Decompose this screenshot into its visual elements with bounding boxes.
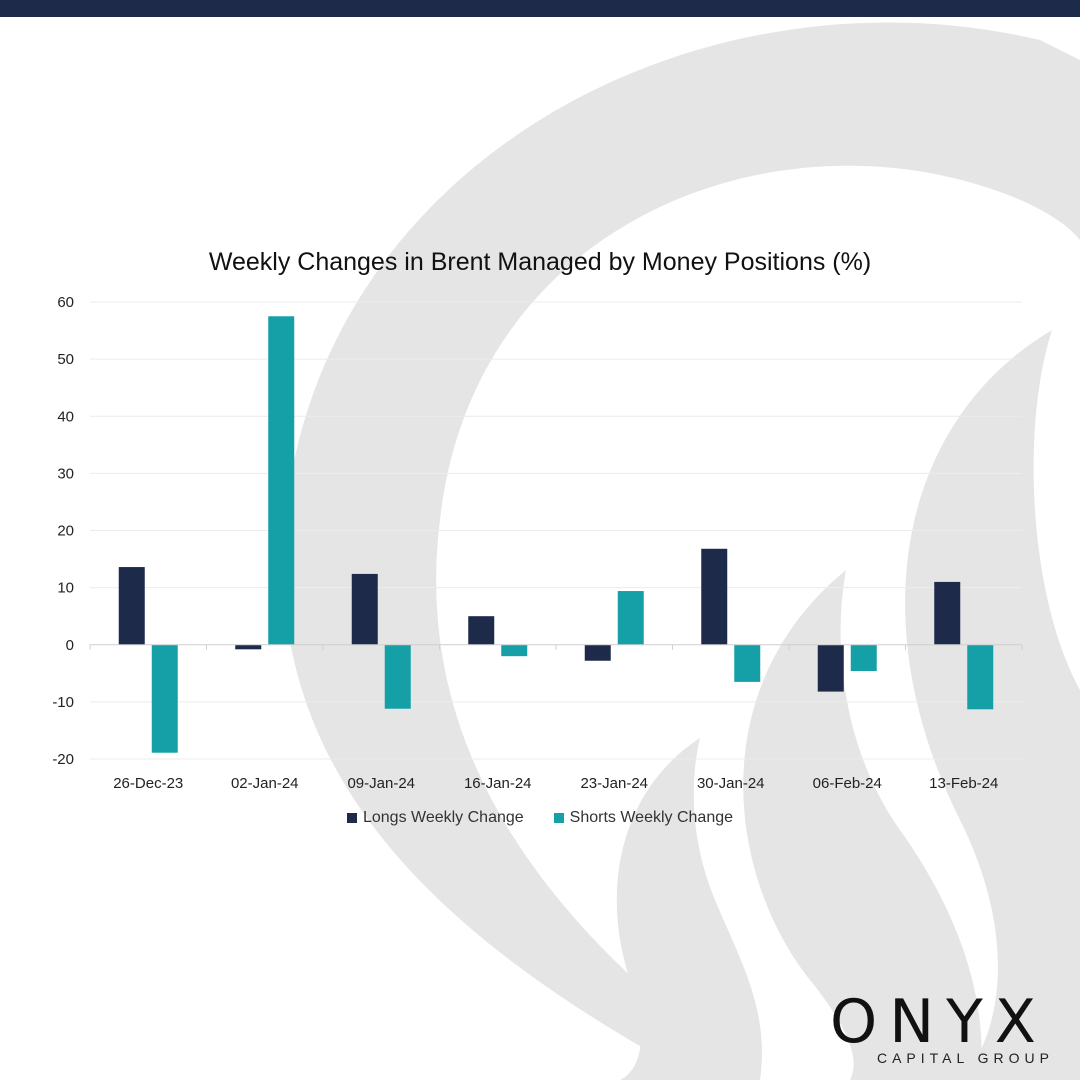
- background-arc-shape: [283, 22, 1080, 1080]
- logo-subtitle: CAPITAL GROUP: [876, 1050, 1054, 1066]
- bar-shorts-02-Jan-24: [268, 316, 295, 645]
- bar-shorts-16-Jan-24: [501, 644, 528, 657]
- y-tick-label: 20: [57, 523, 74, 540]
- x-tick-label: 09-Jan-24: [347, 775, 415, 792]
- background-flame-left: [616, 738, 762, 1080]
- bar-shorts-13-Feb-24: [967, 644, 994, 710]
- x-tick-label: 13-Feb-24: [929, 775, 998, 792]
- x-tick-label: 16-Jan-24: [464, 775, 532, 792]
- bar-longs-06-Feb-24: [817, 644, 844, 692]
- logo-wordmark: ONYX: [830, 987, 1048, 1057]
- x-tick-label: 26-Dec-23: [113, 775, 183, 792]
- legend-swatch-longs: [346, 813, 357, 823]
- legend: Longs Weekly Change Shorts Weekly Change: [0, 809, 1080, 827]
- bar-shorts-26-Dec-23: [151, 644, 178, 753]
- x-tick-label: 30-Jan-24: [697, 775, 765, 792]
- y-tick-label: 0: [66, 637, 74, 654]
- bars: [118, 316, 994, 753]
- y-axis-ticks: 60 50 40 30 20 10 0 -10 -20: [52, 294, 74, 768]
- bar-shorts-30-Jan-24: [734, 644, 761, 682]
- y-tick-label: -10: [52, 694, 74, 711]
- y-tick-label: 30: [57, 465, 74, 482]
- x-tick-label: 02-Jan-24: [231, 775, 299, 792]
- legend-item-longs: Longs Weekly Change: [346, 809, 524, 827]
- legend-item-shorts: Shorts Weekly Change: [553, 809, 734, 827]
- onyx-logo: ONYX CAPITAL GROUP: [830, 992, 1064, 1072]
- x-tick-label: 06-Feb-24: [813, 775, 882, 792]
- bar-longs-13-Feb-24: [934, 581, 961, 645]
- legend-label-shorts: Shorts Weekly Change: [569, 809, 734, 826]
- x-axis: [89, 644, 1023, 650]
- bar-shorts-06-Feb-24: [850, 644, 877, 672]
- gridlines: [90, 301, 1022, 760]
- x-axis-ticks: 26-Dec-23 02-Jan-24 09-Jan-24 16-Jan-24 23-J…: [113, 775, 998, 792]
- bar-longs-30-Jan-24: [701, 548, 728, 645]
- bar-longs-23-Jan-24: [584, 644, 611, 661]
- bar-longs-09-Jan-24: [351, 573, 378, 645]
- y-tick-label: -20: [52, 751, 74, 768]
- bar-shorts-23-Jan-24: [617, 591, 644, 645]
- y-tick-label: 40: [57, 408, 74, 425]
- y-tick-label: 50: [57, 351, 74, 368]
- background-flame-middle: [743, 570, 982, 1080]
- bar-shorts-09-Jan-24: [384, 644, 411, 709]
- chart-title: Weekly Changes in Brent Managed by Money…: [208, 248, 872, 276]
- bar-longs-26-Dec-23: [118, 567, 145, 645]
- x-tick-label: 23-Jan-24: [580, 775, 648, 792]
- legend-swatch-shorts: [553, 813, 564, 823]
- top-bar: [0, 0, 1080, 17]
- y-tick-label: 60: [57, 294, 74, 311]
- bar-longs-02-Jan-24: [235, 644, 262, 650]
- y-tick-label: 10: [57, 580, 74, 597]
- legend-label-longs: Longs Weekly Change: [362, 809, 524, 826]
- bar-longs-16-Jan-24: [468, 616, 495, 645]
